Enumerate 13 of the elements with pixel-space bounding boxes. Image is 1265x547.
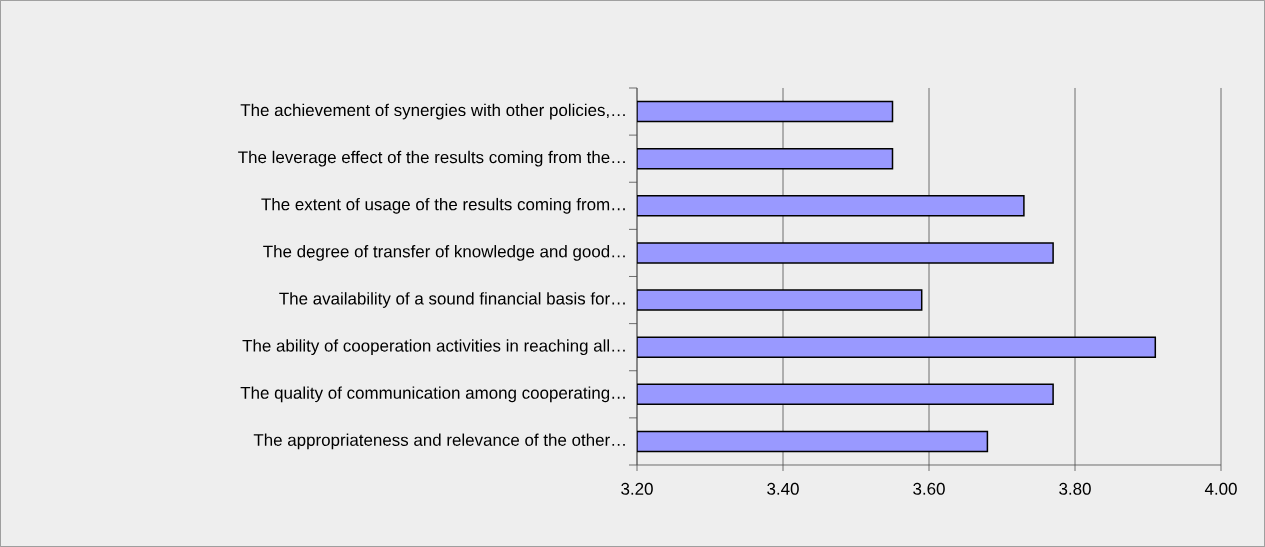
y-tick-label: The availability of a sound financial basis for… <box>279 292 625 308</box>
y-tick-label: The leverage effect of the results coming from the… <box>238 150 625 167</box>
x-tick-label: 3.40 <box>767 482 799 495</box>
x-tick-label: 3.20 <box>621 482 653 495</box>
y-tick-label: The extent of usage of the results coming from… <box>261 197 625 214</box>
x-tick-label: 3.80 <box>1059 482 1091 495</box>
x-tick-label: 3.60 <box>913 482 945 495</box>
y-tick-label: The achievement of synergies with other policies,… <box>240 103 625 120</box>
y-tick-label: The degree of transfer of knowledge and good… <box>263 245 625 261</box>
y-tick-label: The appropriateness and relevance of the other… <box>253 433 625 450</box>
y-tick-label: The ability of cooperation activities in reaching all… <box>242 339 625 356</box>
x-tick-label: 4.00 <box>1204 482 1237 495</box>
y-tick-label: The quality of communication among cooperating… <box>240 386 625 403</box>
